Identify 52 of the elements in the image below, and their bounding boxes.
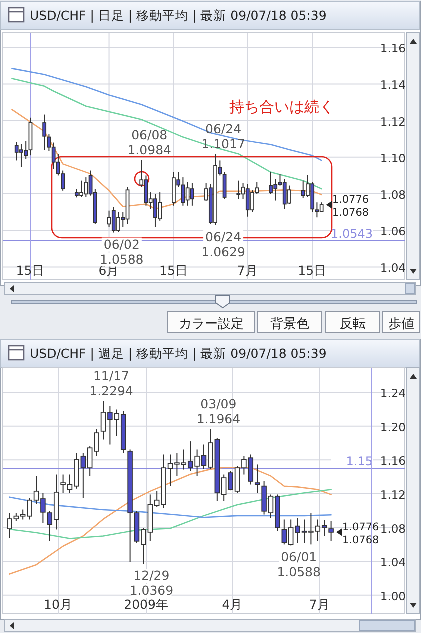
annotation: 1.0768 [332,206,370,219]
annotation: 06/01 1.0588 [277,550,322,580]
text: 背景色 [270,317,310,332]
y-tick-label: 1.08 [380,522,406,536]
text: 反転 [340,317,366,332]
annotation: 1.0776 [332,194,370,206]
x-tick-label: 15日 [298,263,328,278]
x-tick-label: 4月 [222,597,244,612]
x-tick-label: 2009年 [124,597,169,612]
x-tick-label: 7月 [309,597,330,612]
annotation: 持ち合いは続く [230,98,334,116]
x-tick-label: 15日 [16,263,46,278]
ref-line-label: 1.0543 [331,227,373,242]
line-series [12,68,322,162]
annotation: 06/24 1.0629 [202,229,246,260]
y-tick-label: 1.20 [380,420,406,434]
y-tick-label: 1.12 [380,488,406,502]
annotation: 11/17 1.2294 [90,368,134,398]
x-tick-label: 10月 [44,597,73,612]
candlestick [320,202,324,213]
y-tick-label: 1.24 [380,386,406,401]
candlestick [236,180,241,200]
y-tick-label: 1.10 [380,151,406,166]
candlestick [42,114,47,151]
y-tick-label: 1.00 [380,589,406,604]
y-tick-label: 1.16 [380,42,406,56]
y-tick-label: 1.16 [380,454,406,468]
annotation: 06/02 1.0588 [100,236,144,267]
y-tick-label: 1.08 [380,188,406,202]
y-tick-label: 1.06 [380,224,406,239]
annotation: 1.0776 [342,521,380,534]
y-tick-label: 1.14 [380,78,406,92]
y-tick-label: 1.12 [380,114,406,129]
annotation: 06/24 1.1017 [202,121,246,152]
text: 歩値 [388,317,414,332]
candlestick [222,172,227,200]
x-tick-label: 7月 [237,263,258,278]
candlestick [328,520,334,542]
chart-title: USD/CHF | 週足 | 移動平均 | 最新 09/07/18 05:39 [30,346,327,361]
y-tick-label: 1.04 [380,556,406,570]
candlestick [254,464,260,494]
line-series [12,78,322,190]
line-series [9,496,332,518]
annotation: 12/29 1.0369 [130,568,174,598]
candlestick [190,182,194,206]
x-tick-label: 15日 [160,263,188,278]
chart-title: USD/CHF | 日足 | 移動平均 | 最新 09/07/18 05:39 [30,8,327,23]
text: カラー設定 [179,317,244,332]
annotation: 03/09 1.1964 [196,396,241,426]
annotation: 06/08 1.0984 [128,127,172,158]
y-tick-label: 1.04 [380,261,406,276]
annotation: 1.0768 [342,534,380,546]
